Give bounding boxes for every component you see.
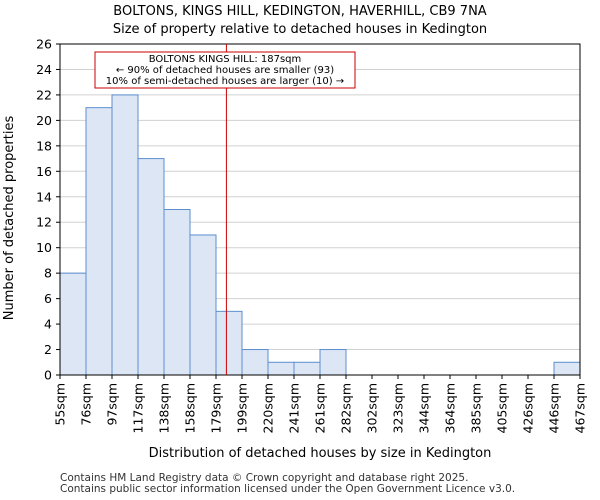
x-tick-label: 261sqm — [313, 383, 328, 433]
x-tick-label: 426sqm — [521, 383, 536, 433]
y-tick-label: 14 — [36, 189, 52, 204]
bar-76sqm — [85, 107, 113, 376]
x-tick-label: 344sqm — [417, 383, 432, 433]
x-tick-label: 117sqm — [131, 383, 146, 433]
chart-title-line2: Size of property relative to detached ho… — [113, 22, 487, 37]
y-tick-label: 8 — [44, 266, 52, 281]
bar-55sqm — [59, 272, 87, 376]
x-tick-label: 446sqm — [547, 383, 562, 433]
x-tick-label: 364sqm — [443, 383, 458, 433]
y-tick-label: 22 — [36, 87, 52, 102]
chart-title-line1: BOLTONS, KINGS HILL, KEDINGTON, HAVERHIL… — [113, 4, 487, 19]
y-tick-label: 16 — [36, 164, 52, 179]
y-tick-label: 10 — [36, 240, 52, 255]
bar-446sqm — [553, 361, 581, 376]
x-tick-label: 302sqm — [365, 383, 380, 433]
x-tick-label: 405sqm — [495, 383, 510, 433]
bar-117sqm — [137, 158, 165, 376]
annotation-line3: 10% of semi-detached houses are larger (… — [106, 76, 344, 87]
y-tick-label: 26 — [36, 37, 52, 52]
x-tick-label: 158sqm — [183, 383, 198, 433]
x-tick-label: 138sqm — [157, 383, 172, 433]
x-tick-label: 220sqm — [261, 383, 276, 433]
y-tick-label: 0 — [44, 368, 52, 383]
x-tick-label: 199sqm — [235, 383, 250, 433]
annotation-box — [94, 51, 356, 89]
bar-241sqm — [293, 361, 321, 376]
bar-138sqm — [163, 209, 191, 376]
y-tick-label: 12 — [36, 215, 52, 230]
x-tick-label: 323sqm — [391, 383, 406, 433]
y-tick-label: 4 — [44, 317, 52, 332]
footer-line1: Contains HM Land Registry data © Crown c… — [60, 472, 469, 484]
bar-220sqm — [267, 361, 295, 376]
x-tick-label: 55sqm — [53, 383, 68, 426]
x-tick-label: 385sqm — [469, 383, 484, 433]
y-axis-label: Number of detached properties — [2, 116, 17, 321]
bar-261sqm — [319, 349, 347, 376]
x-tick-label: 179sqm — [209, 383, 224, 433]
bar-199sqm — [241, 349, 269, 376]
y-tick-label: 2 — [44, 342, 52, 357]
x-axis-label: Distribution of detached houses by size … — [149, 446, 492, 461]
y-tick-label: 20 — [36, 113, 52, 128]
x-tick-label: 282sqm — [339, 383, 354, 433]
x-tick-label: 241sqm — [287, 383, 302, 433]
annotation-line1: BOLTONS KINGS HILL: 187sqm — [149, 54, 302, 65]
bar-97sqm — [111, 94, 139, 376]
bar-158sqm — [189, 234, 217, 376]
bar-179sqm — [215, 310, 243, 376]
x-tick-label: 76sqm — [79, 383, 94, 426]
footer-line2: Contains public sector information licen… — [60, 483, 516, 495]
y-tick-label: 18 — [36, 138, 52, 153]
y-tick-label: 6 — [44, 291, 52, 306]
x-tick-label: 97sqm — [105, 383, 120, 426]
y-tick-label: 24 — [36, 62, 52, 77]
x-tick-label: 467sqm — [573, 383, 588, 433]
annotation-line2: ← 90% of detached houses are smaller (93… — [116, 65, 334, 76]
